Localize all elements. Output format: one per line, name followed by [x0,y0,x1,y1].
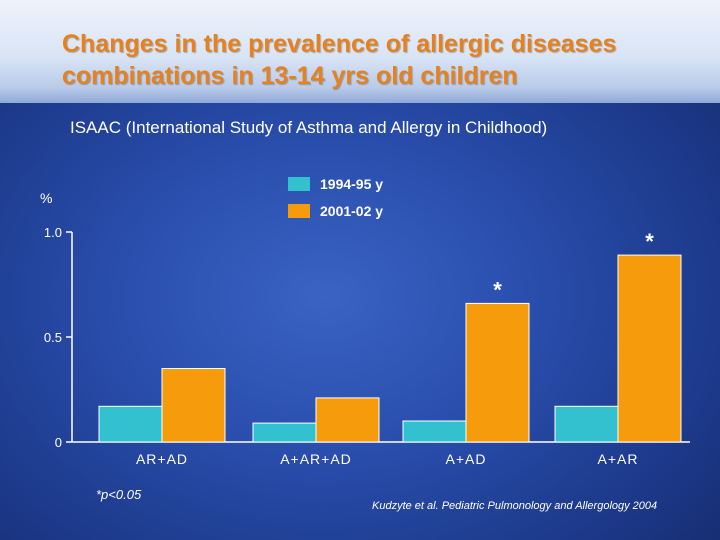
slide-title-line1: Changes in the prevalence of allergic di… [62,30,617,58]
header-band [0,0,720,103]
slide-subtitle: ISAAC (International Study of Asthma and… [70,118,548,137]
footnote: *p<0.05 [96,487,142,502]
x-tick-label: A+AR+AD [280,451,352,467]
bar-2001-3 [617,254,682,443]
significance-marker: * [645,229,654,254]
y-axis-label: % [40,190,53,206]
bar-2001-0 [161,368,226,443]
x-tick-label: A+AD [446,451,487,467]
slide-title: Changes in the prevalence of allergic di… [62,28,712,92]
bar-1994-2 [402,420,467,443]
bar-1994-0 [98,405,163,443]
y-tick-label: 1.0 [44,225,62,240]
bar-1994-3 [554,405,619,443]
source-citation: Kudzyte et al. Pediatric Pulmonology and… [372,500,658,512]
bar-1994-1 [252,422,317,443]
slide-title-line2: combinations in 13-14 yrs old children [62,62,518,90]
y-tick-label: 0.5 [44,330,62,345]
y-tick-label: 0 [55,435,62,450]
legend-swatch-2001 [288,204,310,218]
x-tick-label: AR+AD [136,451,188,467]
significance-marker: * [493,277,502,302]
legend-label-2001: 2001-02 y [320,203,384,219]
legend-swatch-1994 [288,177,310,191]
x-tick-label: A+AR [598,451,639,467]
bar-2001-1 [315,397,380,443]
bar-2001-2 [465,302,530,443]
legend-label-1994: 1994-95 y [320,176,384,192]
